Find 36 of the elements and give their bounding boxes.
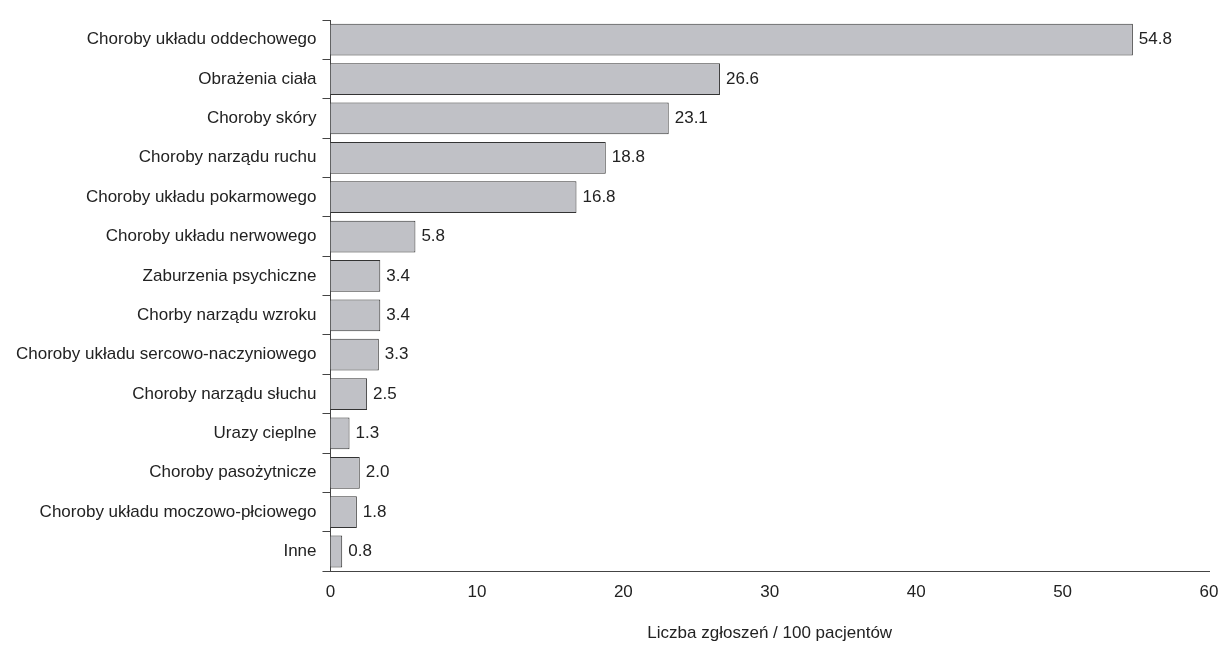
- x-axis-title: Liczba zgłoszeń / 100 pacjentów: [647, 623, 893, 643]
- data-label: 1.3: [355, 423, 380, 443]
- x-tick-label: 0: [325, 582, 336, 602]
- y-tick-label: Choroby pasożytnicze: [149, 462, 317, 482]
- data-label: 2.0: [365, 462, 390, 482]
- data-label: 1.8: [362, 501, 387, 521]
- x-tick-label: 10: [467, 582, 487, 602]
- y-tick-label: Zaburzenia psychiczne: [142, 265, 317, 285]
- x-tick-label: 30: [760, 582, 780, 602]
- x-tick-label: 40: [906, 582, 926, 602]
- data-label: 2.5: [373, 383, 397, 403]
- x-tick-label: 20: [613, 582, 633, 602]
- y-tick-label: Urazy cieplne: [213, 423, 317, 443]
- data-label: 23.1: [674, 108, 708, 128]
- data-label: 26.6: [725, 68, 760, 88]
- data-label: 5.8: [421, 226, 446, 246]
- data-label: 3.4: [386, 304, 410, 324]
- data-label: 0.8: [348, 541, 372, 561]
- data-label: 18.8: [611, 147, 645, 167]
- y-tick-label: Choroby skóry: [206, 108, 317, 128]
- y-tick-label: Inne: [283, 541, 317, 561]
- data-label: 3.4: [386, 265, 410, 285]
- data-label: 16.8: [582, 186, 616, 206]
- y-tick-label: Chorby narządu wzroku: [136, 304, 317, 324]
- x-tick-label: 60: [1199, 582, 1219, 602]
- y-tick-label: Choroby narządu słuchu: [132, 383, 317, 403]
- data-label: 3.3: [384, 344, 409, 364]
- y-tick-label: Choroby układu nerwowego: [105, 226, 317, 246]
- y-tick-label: Choroby układu pokarmowego: [85, 186, 317, 206]
- y-tick-label: Choroby układu oddechowego: [86, 29, 317, 49]
- y-tick-label: Obrażenia ciała: [198, 68, 318, 88]
- y-tick-label: Choroby układu sercowo-naczyniowego: [16, 344, 317, 364]
- y-tick-label: Choroby narządu ruchu: [138, 147, 317, 167]
- x-tick-label: 50: [1053, 582, 1073, 602]
- data-label: 54.8: [1138, 29, 1172, 49]
- y-tick-label: Choroby układu moczowo-płciowego: [39, 501, 317, 521]
